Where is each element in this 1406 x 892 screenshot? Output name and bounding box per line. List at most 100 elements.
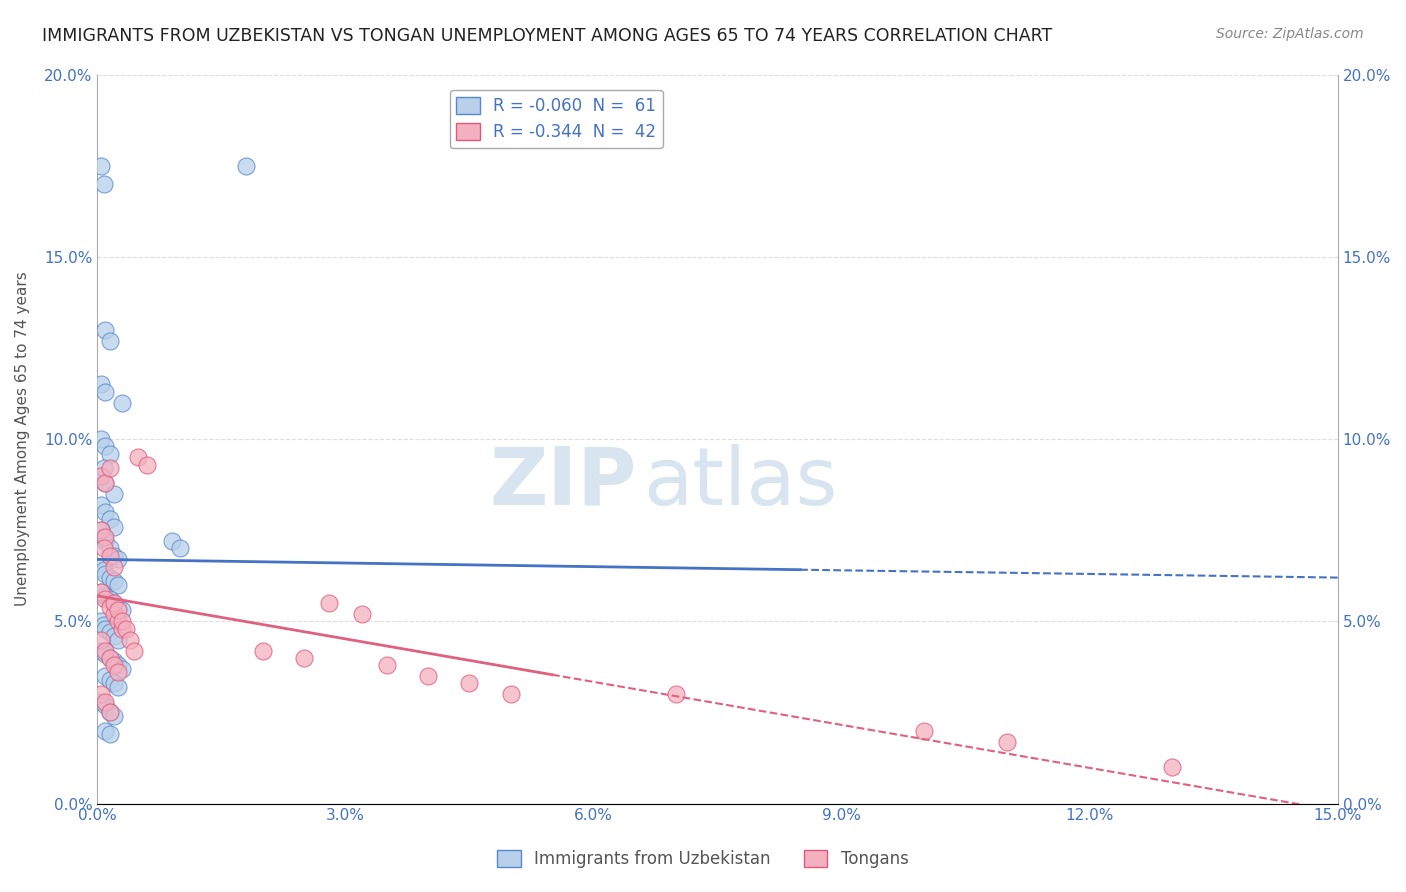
Point <box>90 468 112 483</box>
Point <box>103 519 125 533</box>
Point <box>103 709 125 723</box>
Point <box>93 177 115 191</box>
Point <box>98 706 121 720</box>
Point <box>98 706 121 720</box>
Point <box>94 669 117 683</box>
Point <box>90 585 112 599</box>
Point <box>98 334 121 348</box>
Point <box>107 665 129 680</box>
Y-axis label: Unemployment Among Ages 65 to 74 years: Unemployment Among Ages 65 to 74 years <box>15 272 30 607</box>
Point <box>103 487 125 501</box>
Point <box>90 432 112 446</box>
Point <box>107 615 129 629</box>
Legend: Immigrants from Uzbekistan, Tongans: Immigrants from Uzbekistan, Tongans <box>491 843 915 875</box>
Point <box>94 698 117 713</box>
Point <box>93 531 115 545</box>
Point <box>90 159 112 173</box>
Point <box>1161 760 1184 774</box>
Point <box>107 552 129 566</box>
Point <box>98 625 121 640</box>
Point <box>94 723 117 738</box>
Text: IMMIGRANTS FROM UZBEKISTAN VS TONGAN UNEMPLOYMENT AMONG AGES 65 TO 74 YEARS CORR: IMMIGRANTS FROM UZBEKISTAN VS TONGAN UNE… <box>42 27 1053 45</box>
Point <box>103 559 125 574</box>
Point <box>90 377 112 392</box>
Point <box>111 615 134 629</box>
Point <box>94 534 117 549</box>
Point <box>111 603 134 617</box>
Point <box>90 615 112 629</box>
Point <box>292 650 315 665</box>
Point <box>90 468 112 483</box>
Point <box>111 662 134 676</box>
Point <box>135 458 157 472</box>
Point <box>90 498 112 512</box>
Point <box>98 650 121 665</box>
Point <box>995 734 1018 748</box>
Point <box>111 622 134 636</box>
Text: atlas: atlas <box>643 444 838 522</box>
Point <box>94 505 117 519</box>
Point <box>111 395 134 409</box>
Point <box>94 475 117 490</box>
Point <box>94 384 117 399</box>
Point <box>90 687 112 701</box>
Point <box>90 523 112 537</box>
Point <box>94 622 117 636</box>
Point <box>94 589 117 603</box>
Point <box>107 599 129 614</box>
Point <box>93 563 115 577</box>
Point <box>169 541 191 556</box>
Point <box>98 673 121 687</box>
Point <box>499 687 522 701</box>
Point <box>103 549 125 563</box>
Point <box>94 323 117 337</box>
Point <box>98 549 121 563</box>
Text: Source: ZipAtlas.com: Source: ZipAtlas.com <box>1216 27 1364 41</box>
Point <box>94 439 117 453</box>
Point <box>94 566 117 581</box>
Point <box>252 643 274 657</box>
Point <box>107 680 129 694</box>
Text: ZIP: ZIP <box>489 444 637 522</box>
Point <box>375 658 398 673</box>
Point <box>94 531 117 545</box>
Point <box>103 596 125 610</box>
Point <box>94 643 117 657</box>
Point <box>350 607 373 621</box>
Point <box>94 592 117 607</box>
Point <box>160 534 183 549</box>
Point <box>103 676 125 690</box>
Point <box>90 523 112 537</box>
Point <box>94 475 117 490</box>
Point <box>103 655 125 669</box>
Point <box>94 647 117 661</box>
Point <box>90 585 112 599</box>
Point <box>90 694 112 708</box>
Point <box>458 676 481 690</box>
Point <box>107 658 129 673</box>
Point <box>103 596 125 610</box>
Point <box>98 461 121 475</box>
Legend: R = -0.060  N =  61, R = -0.344  N =  42: R = -0.060 N = 61, R = -0.344 N = 42 <box>450 90 662 148</box>
Point <box>103 658 125 673</box>
Point <box>98 650 121 665</box>
Point <box>90 643 112 657</box>
Point <box>665 687 688 701</box>
Point <box>115 622 138 636</box>
Point <box>90 632 112 647</box>
Point <box>107 632 129 647</box>
Point <box>107 578 129 592</box>
Point <box>103 607 125 621</box>
Point <box>98 512 121 526</box>
Point <box>98 592 121 607</box>
Point <box>94 694 117 708</box>
Point <box>98 727 121 741</box>
Point <box>120 632 142 647</box>
Point <box>98 447 121 461</box>
Point <box>93 618 115 632</box>
Point <box>103 574 125 589</box>
Point <box>235 159 257 173</box>
Point <box>124 643 146 657</box>
Point <box>93 461 115 475</box>
Point <box>98 571 121 585</box>
